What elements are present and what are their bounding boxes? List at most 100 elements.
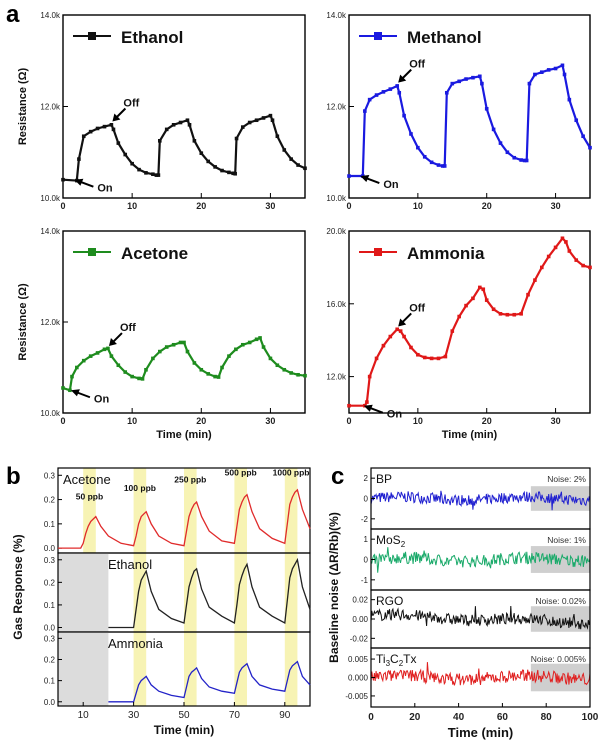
data-point [444,90,449,95]
data-point [450,81,455,86]
y-axis-label: Gas Response (%) [11,534,25,639]
exposure-band [234,468,247,706]
noise-label: Noise: 2% [547,474,586,484]
data-point [484,298,489,302]
annotation-label: On [383,179,399,191]
data-point [464,303,468,308]
data-point [282,148,287,152]
data-point [374,356,379,361]
legend-marker [374,248,382,256]
x-tick-label: 30 [265,416,275,426]
panel-a-chart-3: 0 10 20 30 10.0k 12.0k 14.0k Acetone Off On Resist… [17,227,307,441]
data-point [109,354,114,358]
x-tick-label: 90 [279,710,291,721]
data-point [116,363,121,368]
data-point [123,152,128,157]
data-point [123,370,128,374]
y-tick-label: 0.0 [44,698,56,707]
data-point [498,312,503,316]
y-tick-label: 14.0k [40,11,61,20]
data-point [144,171,148,175]
data-point [395,84,399,88]
data-point [220,168,224,173]
y-tick-label: 0.1 [44,520,56,529]
material-label: Ti3C2Tx [376,652,416,668]
data-point [457,314,461,319]
data-point [164,345,169,349]
data-point [164,127,169,132]
data-point [178,120,183,125]
data-point [519,312,523,316]
data-point [540,265,544,270]
data-point [388,87,393,91]
x-tick-label: 10 [413,416,423,426]
data-point [296,372,300,377]
data-point [588,265,592,270]
noise-label: Noise: 1% [547,535,586,545]
data-point [254,118,259,123]
y-tick-label: 0 [364,495,369,504]
data-point [567,249,572,253]
data-point [75,365,79,370]
data-point [429,356,434,361]
x-tick-label: 20 [409,712,421,723]
y-tick-label: 14.0k [40,227,61,236]
data-point [185,118,190,123]
legend-marker [374,32,382,40]
data-point [512,155,517,160]
data-point [182,340,186,345]
y-tick-label: 0.0 [44,623,56,632]
data-point [398,329,403,333]
data-point [137,167,141,172]
concentration-label: 100 ppb [124,483,156,493]
data-point [88,354,93,358]
data-point [397,90,402,95]
data-point [178,340,183,345]
x-tick-label: 30 [551,201,561,211]
subplot-label: Ethanol [108,557,152,572]
data-point [240,342,245,347]
plot-frame [62,14,306,199]
y-tick-label: 10.0k [326,194,347,203]
data-point [367,97,372,102]
y-axis-label: Resistance (Ω) [17,283,29,361]
data-point [192,139,197,143]
data-point [471,296,475,301]
data-point [553,245,558,250]
y-tick-label: 0.3 [44,634,56,643]
arrow-head [70,389,80,397]
data-point [199,367,204,372]
data-point [116,141,121,145]
noise-trace [370,605,591,630]
data-point [234,136,239,141]
data-point [106,346,110,351]
data-point [171,342,176,347]
data-point [282,367,287,372]
data-point [158,139,162,143]
y-tick-label: 12.0k [326,103,347,112]
y-tick-label: 14.0k [326,11,347,20]
noise-trace [370,662,591,686]
y-tick-label: 12.0k [326,373,347,382]
data-point [478,74,482,79]
arrow-head [74,178,84,186]
noise-window [530,486,590,511]
data-point [68,388,72,393]
data-point [440,164,445,168]
data-point [546,254,551,259]
noise-window [530,663,590,692]
data-point [581,263,585,268]
data-point [130,161,134,166]
y-tick-label: -2 [361,515,369,524]
y-tick-label: 16.0k [326,300,347,309]
inactive-region [58,553,109,632]
data-point [187,123,192,127]
x-axis-label: Time (min) [154,723,214,737]
data-point [365,400,369,404]
data-point [367,374,372,379]
y-tick-label: 12.0k [40,318,61,327]
x-tick-label: 20 [196,416,206,426]
data-point [151,172,155,177]
data-point [491,127,496,132]
data-point [261,345,266,349]
